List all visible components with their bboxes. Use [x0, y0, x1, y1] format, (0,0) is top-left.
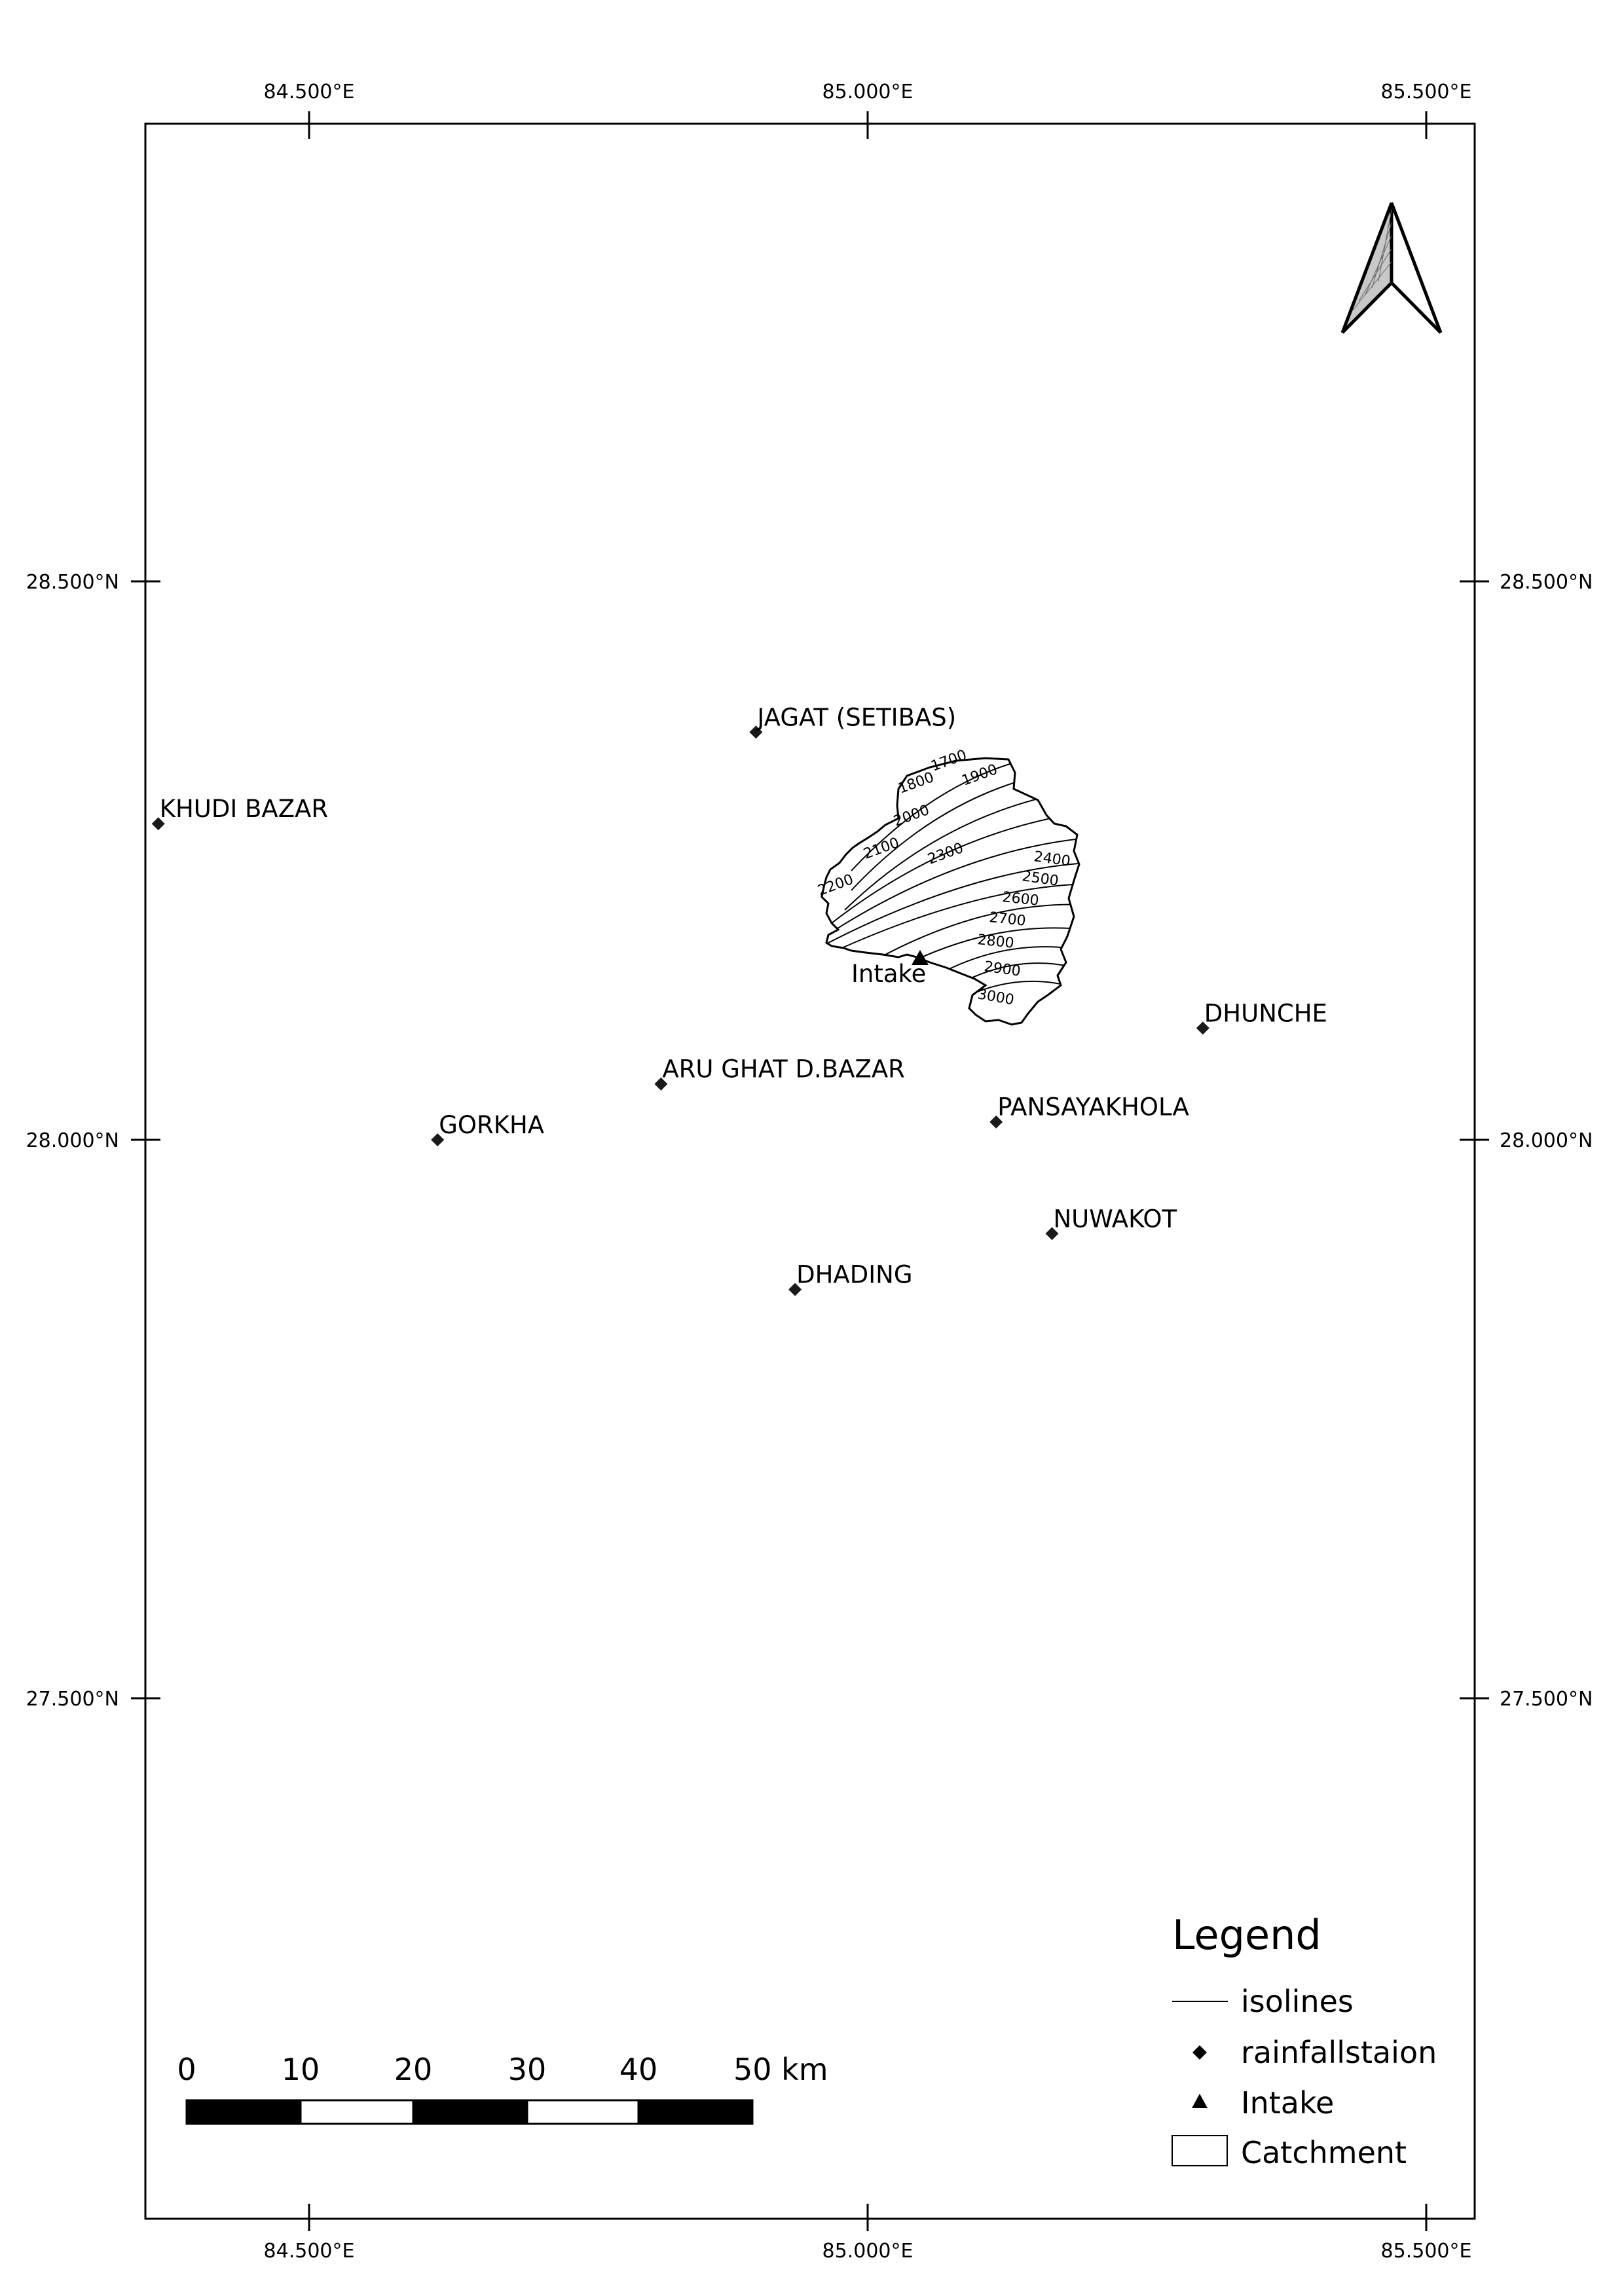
lat-label-left-3: 27.500°N — [26, 1688, 119, 1711]
legend-item-label: Intake — [1241, 2085, 1334, 2121]
isoline — [831, 883, 1079, 953]
station-gorkha[interactable]: GORKHA — [431, 1111, 544, 1146]
legend-item-label: rainfallstaion — [1241, 2035, 1437, 2070]
lon-label-bottom-1: 84.500°E — [264, 2240, 355, 2263]
latitude-ticks-left: 28.500°N 28.000°N 27.500°N — [26, 571, 160, 1711]
lat-label-left-2: 28.000°N — [26, 1129, 119, 1152]
lon-label-top-2: 85.000°E — [822, 81, 913, 103]
intake-point[interactable]: Intake — [851, 950, 929, 988]
lon-label-bottom-2: 85.000°E — [822, 2240, 913, 2263]
legend-item-label: isolines — [1241, 1984, 1354, 2019]
scale-label: 0 — [177, 2052, 196, 2087]
legend-item-label: Catchment — [1241, 2135, 1407, 2170]
station-label: NUWAKOT — [1053, 1205, 1177, 1233]
station-label: ARU GHAT D.BAZAR — [662, 1055, 904, 1084]
isoline — [903, 927, 1079, 966]
lat-label-left-1: 28.500°N — [26, 571, 119, 594]
station-diamond-icon — [749, 725, 763, 739]
station-diamond-icon — [1045, 1227, 1059, 1241]
lon-label-bottom-3: 85.500°E — [1381, 2240, 1472, 2263]
isoline — [824, 837, 1079, 937]
station-diamond-icon — [151, 817, 165, 831]
longitude-ticks-bottom: 84.500°E 85.000°E 85.500°E — [264, 2204, 1472, 2263]
isoline-label: 2700 — [988, 909, 1026, 930]
lon-label-top-3: 85.500°E — [1381, 81, 1472, 103]
latitude-ticks-right: 28.500°N 28.000°N 27.500°N — [1460, 571, 1593, 1711]
rainfall-stations: JAGAT (SETIBAS) KHUDI BAZAR DHUNCHE ARU GHA… — [151, 703, 1327, 1296]
station-nuwakot[interactable]: NUWAKOT — [1045, 1205, 1177, 1241]
intake-triangle-icon — [912, 950, 929, 965]
scale-label: 30 — [508, 2052, 547, 2087]
scale-bar: 0 10 20 30 40 50 km — [177, 2052, 828, 2125]
isoline — [828, 862, 1079, 943]
station-khudi-bazar[interactable]: KHUDI BAZAR — [151, 795, 328, 831]
legend-triangle-icon — [1192, 2094, 1208, 2108]
legend-title: Legend — [1172, 1911, 1321, 1959]
station-jagat-setibas[interactable]: JAGAT (SETIBAS) — [749, 703, 956, 739]
legend: Legend isolines rainfallstaion Intake Ca… — [1172, 1911, 1437, 2170]
station-pansayakhola[interactable]: PANSAYAKHOLA — [989, 1093, 1189, 1129]
lat-label-right-1: 28.500°N — [1500, 571, 1593, 594]
longitude-ticks-top: 84.500°E 85.000°E 85.500°E — [264, 81, 1472, 139]
scale-label: 10 — [282, 2052, 320, 2087]
station-dhading[interactable]: DHADING — [788, 1261, 913, 1296]
station-label: KHUDI BAZAR — [160, 795, 328, 823]
scale-label: 40 — [619, 2052, 658, 2087]
lon-label-top-1: 84.500°E — [264, 81, 355, 103]
catchment-area: 1700 1800 1900 2000 2100 2200 2300 2400 … — [816, 747, 1080, 1026]
station-dhunche[interactable]: DHUNCHE — [1196, 999, 1327, 1035]
legend-catchment-icon — [1172, 2135, 1228, 2166]
station-diamond-icon — [654, 1077, 668, 1091]
station-diamond-icon — [989, 1115, 1003, 1129]
station-label: PANSAYAKHOLA — [997, 1093, 1189, 1121]
isoline — [870, 903, 1079, 963]
station-label: GORKHA — [439, 1111, 544, 1139]
isoline-label: 2800 — [976, 932, 1014, 952]
intake-label: Intake — [851, 960, 926, 988]
station-diamond-icon — [788, 1283, 802, 1296]
isoline — [851, 758, 1061, 871]
lat-label-right-2: 28.000°N — [1500, 1129, 1593, 1152]
isoline-label: 2600 — [1001, 889, 1039, 909]
station-label: DHADING — [796, 1261, 912, 1289]
station-aru-ghat-d-bazar[interactable]: ARU GHAT D.BAZAR — [654, 1055, 905, 1091]
scale-label: 50 km — [733, 2052, 828, 2087]
station-label: DHUNCHE — [1204, 999, 1327, 1027]
station-diamond-icon — [431, 1133, 445, 1146]
station-diamond-icon — [1196, 1021, 1209, 1035]
north-arrow-icon — [1340, 202, 1443, 334]
station-label: JAGAT (SETIBAS) — [756, 703, 956, 731]
lat-label-right-3: 27.500°N — [1500, 1688, 1593, 1711]
legend-diamond-icon — [1192, 2045, 1207, 2060]
scale-label: 20 — [394, 2052, 433, 2087]
map-frame — [144, 122, 1476, 2220]
